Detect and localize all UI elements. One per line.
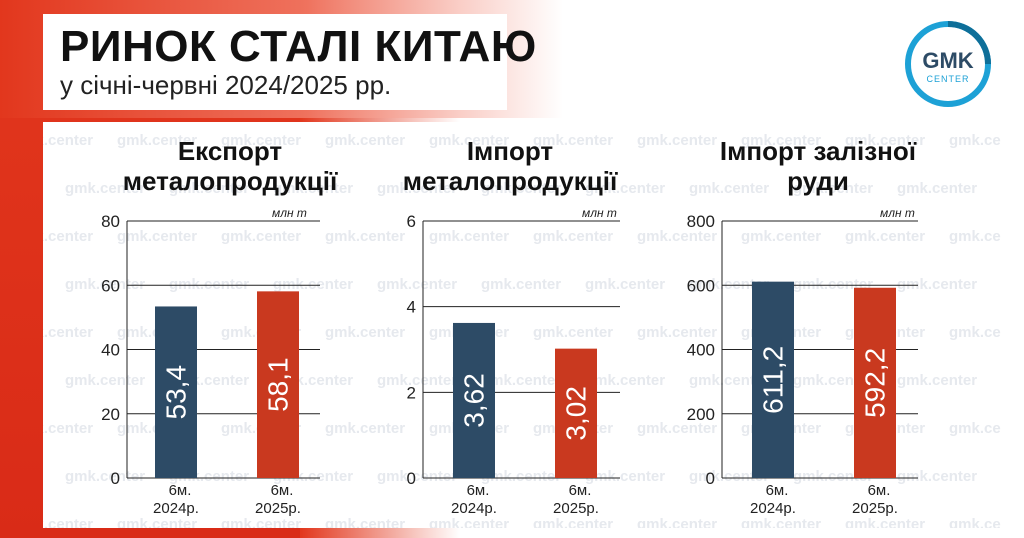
y-tick-label: 400	[687, 341, 715, 360]
x-tick-label: 6м.	[868, 482, 891, 499]
y-tick-label: 20	[101, 405, 120, 424]
y-tick-label: 0	[407, 469, 416, 488]
y-tick-label: 60	[101, 276, 120, 295]
y-tick-label: 800	[687, 212, 715, 231]
y-tick-label: 80	[101, 212, 120, 231]
x-tick-label: 2025р.	[852, 500, 898, 517]
y-tick-label: 4	[407, 298, 416, 317]
x-tick-label: 6м.	[766, 482, 789, 499]
y-tick-label: 0	[706, 469, 715, 488]
page-subtitle: у січні-червні 2024/2025 рр.	[60, 70, 392, 100]
y-tick-label: 200	[687, 405, 715, 424]
bar	[453, 322, 495, 478]
bar	[257, 291, 299, 478]
x-tick-label: 6м.	[569, 482, 592, 499]
x-tick-label: 2024р.	[153, 500, 199, 517]
title-box	[43, 14, 507, 110]
y-tick-label: 2	[407, 383, 416, 402]
chart-2-title: Імпорт металопродукції	[402, 136, 618, 196]
bar	[854, 287, 896, 478]
bar-value-label: 3,02	[561, 386, 592, 441]
x-tick-label: 2024р.	[451, 500, 497, 517]
chart-1-title: Експорт металопродукції	[122, 136, 338, 196]
charts-panel	[43, 122, 1001, 528]
chart-3-title: Імпорт залізної руди	[719, 136, 917, 196]
bar-value-label: 592,2	[860, 348, 891, 418]
y-tick-label: 40	[101, 341, 120, 360]
bar-value-label: 58,1	[263, 357, 294, 412]
bar-value-label: 3,62	[459, 373, 490, 428]
x-tick-label: 6м.	[169, 482, 192, 499]
bar	[555, 348, 597, 478]
x-tick-label: 2024р.	[750, 500, 796, 517]
bar-value-label: 53,4	[161, 365, 192, 420]
bar-value-label: 611,2	[758, 346, 789, 414]
y-tick-label: 6	[407, 212, 416, 231]
gmk-center-logo: GMK CENTER	[905, 21, 991, 107]
chart-3-unit: млн т	[880, 206, 915, 220]
chart-2-unit: млн т	[582, 206, 617, 220]
y-tick-label: 0	[111, 469, 120, 488]
page-title: РИНОК СТАЛІ КИТАЮ	[60, 22, 537, 71]
logo-text-bottom: CENTER	[926, 74, 969, 84]
x-tick-label: 6м.	[271, 482, 294, 499]
logo-text-top: GMK	[922, 48, 973, 73]
x-tick-label: 2025р.	[255, 500, 301, 517]
x-tick-label: 2025р.	[553, 500, 599, 517]
x-tick-label: 6м.	[467, 482, 490, 499]
bar	[155, 306, 197, 478]
chart-1-unit: млн т	[272, 206, 307, 220]
y-tick-label: 600	[687, 276, 715, 295]
bar	[752, 281, 794, 478]
